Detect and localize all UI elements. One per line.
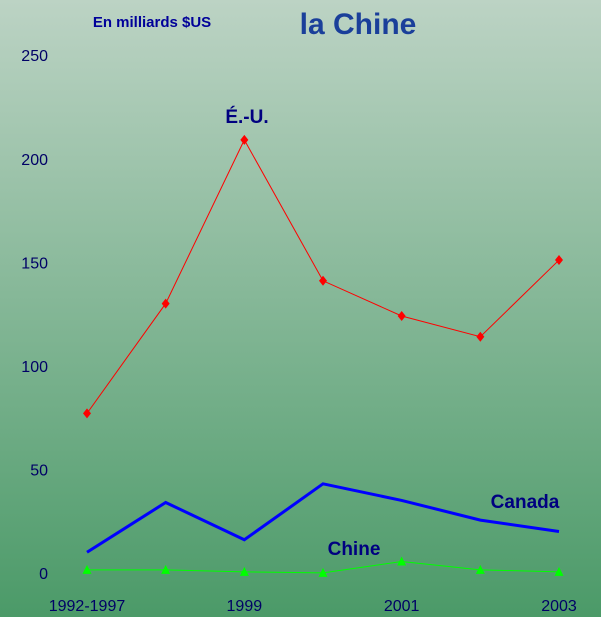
- y-tick-label: 250: [21, 48, 48, 65]
- x-tick-label: 1999: [227, 598, 263, 615]
- marker: [319, 275, 327, 286]
- series-label: Chine: [328, 539, 381, 560]
- chart-title: la Chine: [300, 8, 417, 41]
- x-tick-label: 2003: [541, 598, 577, 615]
- marker: [240, 134, 249, 145]
- marker: [476, 331, 485, 342]
- marker: [82, 564, 92, 574]
- marker: [397, 311, 406, 321]
- x-tick-label: 2001: [384, 598, 420, 615]
- y-tick-label: 100: [21, 359, 48, 376]
- marker: [555, 255, 563, 266]
- marker: [239, 566, 249, 576]
- y-tick-label: 0: [39, 566, 48, 583]
- marker: [475, 564, 485, 574]
- marker: [161, 564, 171, 574]
- series-label: Canada: [491, 492, 560, 513]
- marker: [397, 556, 407, 566]
- y-tick-label: 150: [21, 255, 48, 272]
- x-tick-label: 1992-1997: [49, 598, 126, 615]
- chart-subtitle: En milliards $US: [93, 14, 211, 31]
- y-tick-label: 50: [30, 463, 48, 480]
- series-label: É.-U.: [225, 106, 268, 128]
- marker: [554, 566, 564, 576]
- series-line: [86, 482, 560, 554]
- y-tick-label: 200: [21, 152, 48, 169]
- marker: [318, 567, 328, 577]
- marker: [83, 408, 91, 419]
- marker: [161, 298, 170, 309]
